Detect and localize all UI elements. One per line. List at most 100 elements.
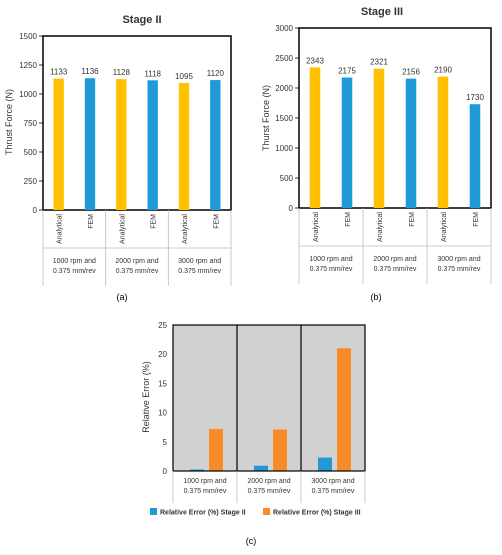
b-bar-value-label: 2156 [402,68,420,77]
a-ytick-label: 1000 [19,90,37,99]
b-ytick-label: 2000 [275,84,293,93]
b-bar-category-label: FEM [345,212,352,227]
chart-b-panel-label: (b) [371,292,382,302]
c-bar [254,465,268,471]
b-bar-value-label: 1730 [466,93,484,102]
a-bar [147,80,158,210]
c-bar [273,429,287,471]
a-bar [178,82,190,210]
chart-a-title: Stage II [122,14,161,26]
chart-b-title: Stage III [361,6,403,18]
c-legend-swatch [150,508,157,515]
a-ytick-label: 750 [24,119,38,128]
b-group-label: 3000 rpm and [437,256,480,263]
a-ytick-label: 0 [33,206,38,215]
a-ytick-label: 250 [24,177,38,186]
c-category-label: 2000 rpm and [247,478,290,485]
a-bar-category-label: Analytical [182,214,189,244]
b-ytick-label: 500 [280,174,294,183]
chart-c: Relative Error (%) 0 5 10 15 20 25 1000 rpm a… [141,321,366,546]
c-bar [209,428,223,471]
a-bar [84,78,96,210]
chart-b-ylabel: Thurst Force (N) [261,85,271,151]
b-bar-value-label: 2343 [306,56,324,65]
b-bar [405,78,417,208]
chart-a-ylabel: Thrust Force (N) [4,89,14,155]
a-ytick-label: 1250 [19,61,37,70]
c-category-label: 0.375 mm/rev [248,488,291,495]
b-bar-category-label: Analytical [377,212,384,242]
a-bar-value-label: 1136 [81,67,99,76]
c-bar [318,457,332,471]
chart-b-plot-frame [298,27,492,209]
a-bar [210,80,221,210]
b-bar [309,67,321,208]
b-ytick-label: 1000 [275,144,293,153]
c-legend-swatch [263,508,270,515]
b-bar-category-label: Analytical [313,212,320,242]
b-group-label: 1000 rpm and [309,256,352,263]
c-ytick-label: 5 [163,438,168,447]
chart-b: Stage III Thurst Force (N) 0 500 1000 1500 2… [261,6,492,302]
b-bar [373,68,385,209]
a-bar-category-label: Analytical [119,214,126,244]
chart-c-plot-background [173,325,365,471]
a-bar-category-label: FEM [88,214,95,229]
b-ytick-label: 1500 [275,114,293,123]
b-ytick-label: 0 [289,204,294,213]
b-group-label: 2000 rpm and [373,256,416,263]
chart-a: Stage II Thrust Force (N) 0 250 500 750 1000… [4,14,232,302]
b-bar [469,104,481,208]
c-ytick-label: 25 [158,321,167,330]
c-legend-label: Relative Error (%) Stage II [160,510,246,517]
c-category-label: 0.375 mm/rev [184,488,227,495]
a-bar-value-label: 1118 [144,69,161,78]
chart-c-ylabel: Relative Error (%) [141,361,151,433]
b-bar [437,76,449,208]
a-bar-value-label: 1133 [50,68,68,77]
chart-a-plot-frame [42,35,232,211]
b-bar-category-label: FEM [409,212,416,227]
b-group-label: 0.375 mm/rev [374,266,417,273]
c-ytick-label: 15 [158,379,167,388]
b-bar-category-label: FEM [473,212,480,227]
b-ytick-label: 3000 [275,24,293,33]
b-bar-value-label: 2175 [338,67,356,76]
a-group-label: 1000 rpm and [53,258,96,265]
a-bar-value-label: 1095 [175,72,193,81]
a-bar [116,79,127,210]
a-bar-category-label: Analytical [57,214,64,244]
a-ytick-label: 1500 [19,32,37,41]
c-ytick-label: 20 [158,350,167,359]
a-bar-value-label: 1120 [207,69,225,78]
chart-c-panel-label: (c) [246,536,257,546]
a-group-label: 0.375 mm/rev [178,268,221,275]
c-category-label: 0.375 mm/rev [312,488,355,495]
chart-a-panel-label: (a) [117,292,128,302]
a-bar [53,78,64,211]
b-bar [341,77,353,208]
c-category-label: 1000 rpm and [183,478,226,485]
c-bar [337,348,351,471]
a-group-label: 0.375 mm/rev [53,268,96,275]
a-group-label: 0.375 mm/rev [116,268,159,275]
b-group-label: 0.375 mm/rev [438,266,481,273]
c-category-label: 3000 rpm and [311,478,354,485]
b-bar-value-label: 2321 [370,58,388,67]
b-bar-category-label: Analytical [441,212,448,242]
c-bar [190,469,204,471]
c-ytick-label: 10 [158,409,167,418]
a-bar-category-label: FEM [213,214,220,229]
c-ytick-label: 0 [163,467,168,476]
c-plot-frame [172,324,366,472]
a-bar-value-label: 1128 [113,68,131,77]
a-group-label: 2000 rpm and [115,258,158,265]
a-group-label: 3000 rpm and [178,258,221,265]
b-ytick-label: 2500 [275,54,293,63]
a-bar-category-label: FEM [151,214,158,229]
a-ytick-label: 500 [24,148,38,157]
b-bar-value-label: 2190 [434,66,452,75]
c-legend-label: Relative Error (%) Stage III [273,510,361,517]
b-group-label: 0.375 mm/rev [310,266,353,273]
